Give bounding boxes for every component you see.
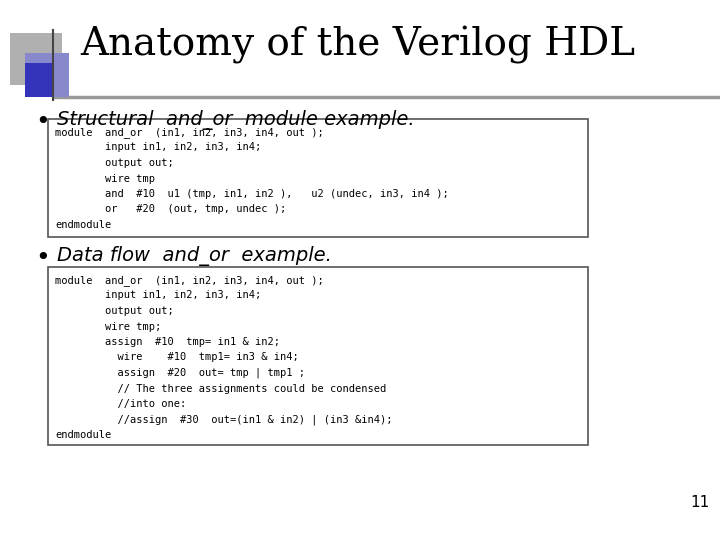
Text: wire    #10  tmp1= in3 & in4;: wire #10 tmp1= in3 & in4; bbox=[55, 353, 299, 362]
Text: wire tmp: wire tmp bbox=[55, 173, 155, 184]
Text: •: • bbox=[35, 246, 50, 270]
Text: or   #20  (out, tmp, undec );: or #20 (out, tmp, undec ); bbox=[55, 205, 287, 214]
Text: •: • bbox=[35, 110, 50, 134]
Bar bbox=[25, 53, 69, 97]
Bar bbox=[25, 63, 53, 97]
Text: module  and_or  (in1, in2, in3, in4, out );: module and_or (in1, in2, in3, in4, out )… bbox=[55, 127, 324, 138]
Bar bbox=[10, 33, 62, 85]
Text: input in1, in2, in3, in4;: input in1, in2, in3, in4; bbox=[55, 143, 261, 152]
Text: Anatomy of the Verilog HDL: Anatomy of the Verilog HDL bbox=[80, 26, 635, 64]
Text: wire tmp;: wire tmp; bbox=[55, 321, 161, 332]
Text: endmodule: endmodule bbox=[55, 220, 112, 230]
Text: 11: 11 bbox=[690, 495, 710, 510]
Text: Data flow  and_or  example.: Data flow and_or example. bbox=[57, 246, 332, 266]
Bar bbox=[48, 267, 588, 445]
Text: output out;: output out; bbox=[55, 306, 174, 316]
Text: //into one:: //into one: bbox=[55, 399, 186, 409]
Text: output out;: output out; bbox=[55, 158, 174, 168]
Text: input in1, in2, in3, in4;: input in1, in2, in3, in4; bbox=[55, 291, 261, 300]
Text: Structural  and_or  module example.: Structural and_or module example. bbox=[57, 110, 415, 130]
Text: //assign  #30  out=(in1 & in2) | (in3 &in4);: //assign #30 out=(in1 & in2) | (in3 &in4… bbox=[55, 415, 392, 425]
Text: assign  #20  out= tmp | tmp1 ;: assign #20 out= tmp | tmp1 ; bbox=[55, 368, 305, 379]
Text: assign  #10  tmp= in1 & in2;: assign #10 tmp= in1 & in2; bbox=[55, 337, 280, 347]
Bar bbox=[48, 119, 588, 237]
Text: module  and_or  (in1, in2, in3, in4, out );: module and_or (in1, in2, in3, in4, out )… bbox=[55, 275, 324, 286]
Text: // The three assignments could be condensed: // The three assignments could be conden… bbox=[55, 383, 386, 394]
Text: endmodule: endmodule bbox=[55, 430, 112, 440]
Text: and  #10  u1 (tmp, in1, in2 ),   u2 (undec, in3, in4 );: and #10 u1 (tmp, in1, in2 ), u2 (undec, … bbox=[55, 189, 449, 199]
